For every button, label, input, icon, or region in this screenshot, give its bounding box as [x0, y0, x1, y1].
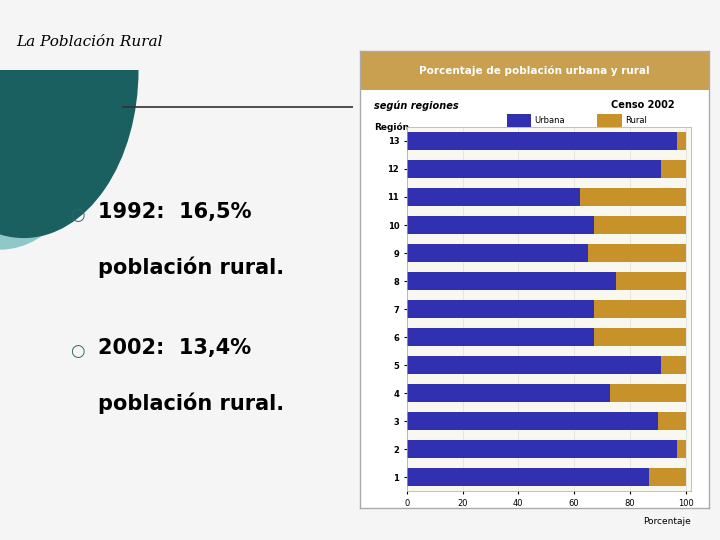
Text: Región: Región — [374, 122, 409, 132]
Bar — [598, 114, 622, 128]
Text: población rural.: población rural. — [98, 256, 284, 278]
Bar — [580, 188, 685, 206]
Bar — [660, 160, 685, 178]
Bar — [407, 132, 678, 150]
Bar — [407, 188, 580, 206]
Text: 2002:  13,4%: 2002: 13,4% — [98, 338, 251, 358]
Text: población rural.: población rural. — [98, 393, 284, 414]
Bar — [660, 356, 685, 374]
Bar — [593, 328, 685, 346]
Bar — [678, 440, 685, 458]
X-axis label: Porcentaje: Porcentaje — [644, 517, 691, 526]
Text: Urbana: Urbana — [534, 116, 565, 125]
Text: Porcentaje de población urbana y rural: Porcentaje de población urbana y rural — [419, 66, 650, 76]
Bar — [407, 300, 593, 318]
Text: ○: ○ — [71, 206, 85, 224]
Bar — [616, 272, 685, 290]
Bar — [611, 384, 685, 402]
Circle shape — [0, 0, 138, 238]
Bar — [407, 160, 660, 178]
Bar — [407, 440, 678, 458]
Bar — [360, 51, 709, 90]
Circle shape — [0, 0, 98, 249]
Bar — [407, 328, 593, 346]
Text: Rural: Rural — [626, 116, 647, 125]
Bar — [678, 132, 685, 150]
Bar — [593, 300, 685, 318]
Text: ○: ○ — [71, 342, 85, 360]
Bar — [407, 244, 588, 262]
Bar — [407, 384, 611, 402]
Bar — [658, 412, 685, 430]
Bar — [407, 412, 658, 430]
Text: 1992:  16,5%: 1992: 16,5% — [98, 202, 251, 222]
Bar — [588, 244, 685, 262]
Bar — [507, 114, 531, 128]
Bar — [649, 468, 685, 487]
Bar — [407, 356, 660, 374]
Bar — [593, 216, 685, 234]
Text: Censo 2002: Censo 2002 — [611, 100, 675, 110]
Bar — [407, 468, 649, 487]
Bar — [407, 272, 616, 290]
Text: según regiones: según regiones — [374, 100, 459, 111]
Text: La Población Rural: La Población Rural — [16, 35, 162, 49]
Bar — [407, 216, 593, 234]
